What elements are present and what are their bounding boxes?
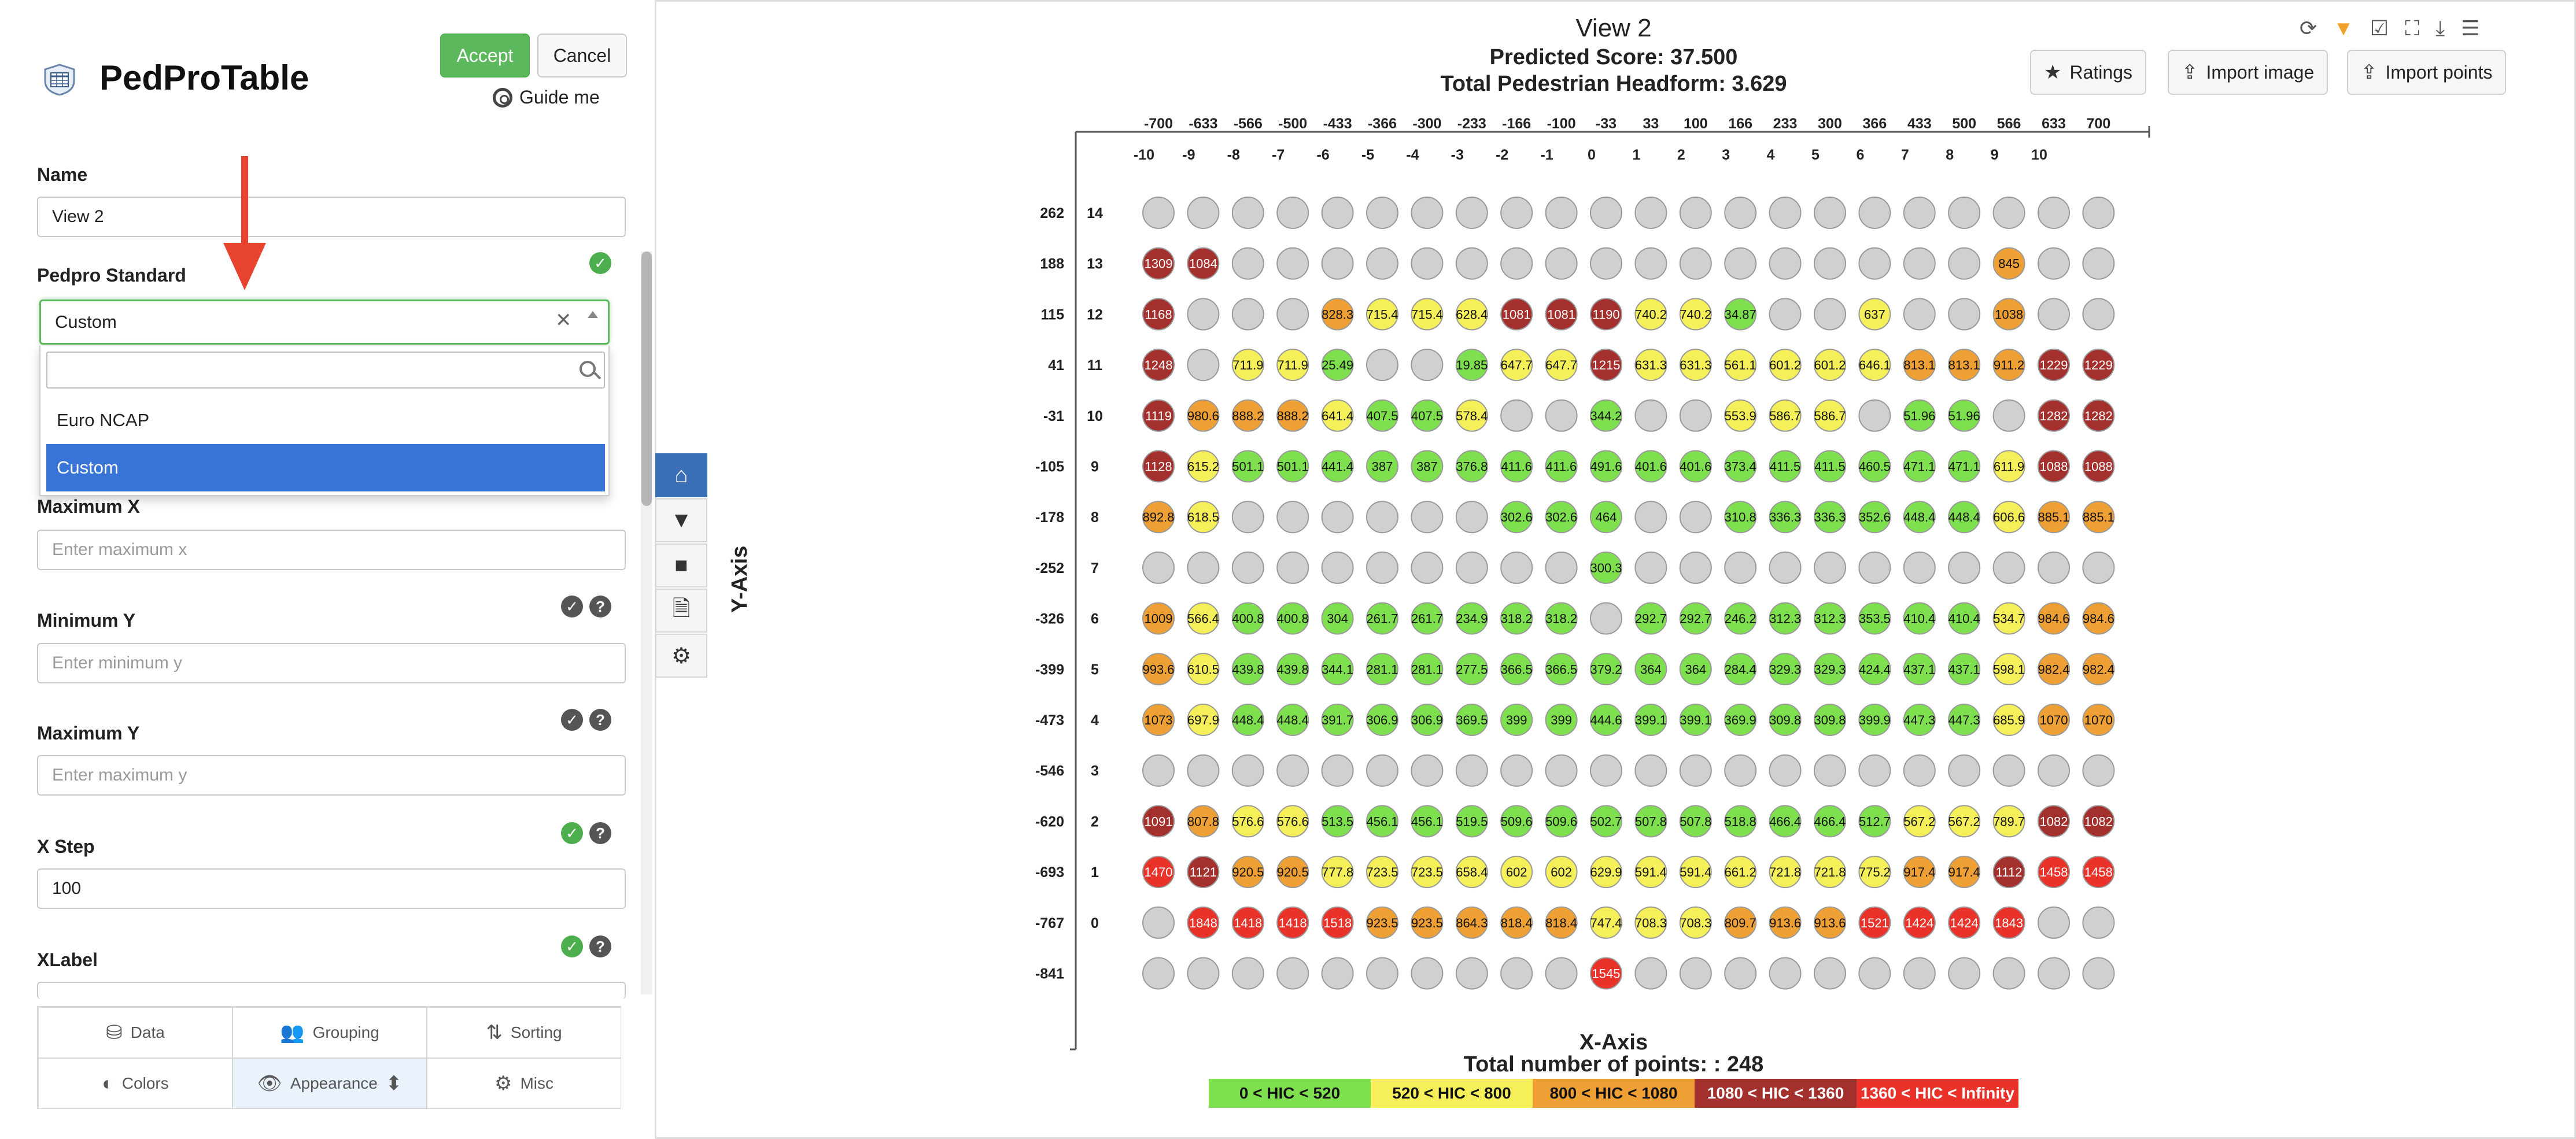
gear-icon: ⚙ [671, 644, 692, 668]
help-icon[interactable]: ? [589, 822, 611, 844]
tab-grouping[interactable]: 👥 Grouping [232, 1007, 427, 1058]
help-icon[interactable]: ? [589, 709, 611, 731]
square-button[interactable]: ■ [655, 543, 707, 587]
predicted-score: Predicted Score: 37.500 [1489, 45, 1738, 69]
import-image-label: Import image [2206, 61, 2315, 83]
y-axis-title: Y-Axis [728, 545, 752, 613]
maximum-x-input[interactable]: Enter maximum x [37, 530, 626, 570]
help-icon[interactable]: ? [589, 596, 611, 617]
home-icon: ⌂ [674, 463, 688, 487]
sort-icon: ⇅ [486, 1022, 503, 1044]
top-icon-bar: ⟳ ▼ ☑ ⛶ ⤓ ☰ [2300, 16, 2480, 41]
tab-misc-label: Misc [520, 1074, 554, 1092]
import-points-label: Import points [2385, 61, 2493, 83]
check-icon: ✓ [561, 935, 583, 957]
legend-item: 0 < HIC < 520 [1209, 1079, 1371, 1108]
upload-icon: ⇪ [2361, 61, 2378, 83]
square-icon: ■ [674, 553, 688, 578]
refresh-icon[interactable]: ⟳ [2300, 16, 2317, 40]
tab-colors[interactable]: ◐ Colors [38, 1058, 232, 1109]
clear-selection-icon[interactable]: ✕ [555, 309, 572, 331]
caret-up-icon[interactable] [588, 311, 598, 318]
help-icon[interactable]: ? [589, 935, 611, 957]
filter-icon: ▼ [670, 508, 692, 532]
maximum-y-label: Maximum Y [37, 723, 140, 744]
headform-total: Total Pedestrian Headform: 3.629 [1440, 72, 1787, 96]
settings-button[interactable]: ⚙ [655, 634, 707, 678]
name-input[interactable]: View 2 [37, 197, 626, 237]
xlabel-input[interactable] [37, 982, 626, 999]
lifebuoy-icon [493, 87, 512, 108]
tab-colors-label: Colors [121, 1074, 169, 1092]
x-step-input[interactable]: 100 [37, 868, 626, 909]
dropdown-option-custom[interactable]: Custom [46, 444, 605, 491]
home-button[interactable]: ⌂ [655, 453, 707, 497]
pedpro-standard-label: Pedpro Standard [37, 265, 186, 286]
check-icon: ✓ [589, 252, 611, 274]
check-icon: ✓ [561, 709, 583, 731]
database-icon: ⛁ [106, 1022, 123, 1044]
dropdown-option-euro-ncap[interactable]: Euro NCAP [57, 410, 150, 430]
accept-button[interactable]: Accept [440, 34, 530, 77]
download-icon[interactable]: ⤓ [2435, 16, 2445, 40]
red-arrow-annotation [223, 156, 266, 290]
left-panel: PedProTable Accept Cancel Guide me Name … [0, 0, 656, 1139]
maximum-y-input[interactable]: Enter maximum y [37, 755, 626, 796]
view-title: View 2 [1575, 14, 1652, 42]
table-logo-icon [44, 64, 75, 96]
name-label: Name [37, 164, 88, 185]
checkbox-icon[interactable]: ☑ [2370, 16, 2389, 40]
tab-sorting-label: Sorting [510, 1023, 562, 1041]
eye-icon: 👁 [257, 1073, 282, 1094]
filter-icon[interactable]: ▼ [2333, 16, 2354, 40]
tab-misc[interactable]: ⚙ Misc [427, 1058, 621, 1109]
maximum-x-label: Maximum X [37, 496, 140, 517]
guide-me-link[interactable]: Guide me [493, 87, 600, 108]
import-points-button[interactable]: ⇪ Import points [2347, 50, 2507, 95]
guide-me-label: Guide me [519, 87, 600, 108]
menu-icon[interactable]: ☰ [2461, 16, 2480, 40]
check-icon: ✓ [561, 822, 583, 844]
tab-grouping-label: Grouping [312, 1023, 379, 1041]
pedpro-dropdown: Euro NCAP Custom [39, 346, 610, 496]
filter-button[interactable]: ▼ [655, 498, 707, 542]
total-points: Total number of points: : 248 [1463, 1052, 1764, 1077]
legend-item: 1080 < HIC < 1360 [1695, 1079, 1857, 1108]
dropdown-search-input[interactable] [46, 352, 605, 389]
xlabel-label: XLabel [37, 949, 98, 970]
upload-icon: ⇪ [2182, 61, 2198, 83]
contrast-icon: ◐ [102, 1072, 114, 1094]
ratings-label: Ratings [2069, 61, 2132, 83]
tab-appearance[interactable]: 👁 Appearance ⬍ [232, 1058, 427, 1109]
tab-appearance-label: Appearance [290, 1074, 378, 1092]
check-icon: ✓ [561, 596, 583, 617]
pedpro-standard-select[interactable]: Custom [39, 299, 610, 345]
x-step-label: X Step [37, 836, 95, 857]
settings-tabs: ⛁ Data 👥 Grouping ⇅ Sorting ◐ Colors 👁 A… [37, 1006, 621, 1109]
document-icon: 🗎 [672, 596, 691, 621]
document-button[interactable]: 🗎 [655, 589, 707, 633]
legend-item: 1360 < HIC < Infinity [1857, 1079, 2018, 1108]
search-icon [580, 361, 596, 377]
x-axis-title: X-Axis [1579, 1030, 1648, 1055]
scrollbar-thumb[interactable] [641, 252, 652, 506]
import-image-button[interactable]: ⇪ Import image [2168, 50, 2328, 95]
cancel-button[interactable]: Cancel [537, 34, 627, 77]
legend: 0 < HIC < 520 520 < HIC < 800 800 < HIC < … [1209, 1079, 2018, 1108]
ratings-button[interactable]: ★ Ratings [2030, 50, 2146, 95]
star-icon: ★ [2044, 61, 2062, 83]
tab-sorting[interactable]: ⇅ Sorting [427, 1007, 621, 1058]
legend-item: 520 < HIC < 800 [1371, 1079, 1533, 1108]
minimum-y-label: Minimum Y [37, 610, 136, 631]
sort-arrows-icon: ⬍ [385, 1073, 403, 1094]
app-title: PedProTable [99, 58, 309, 97]
fullscreen-icon[interactable]: ⛶ [2405, 16, 2420, 40]
gear-icon: ⚙ [494, 1073, 512, 1094]
minimum-y-input[interactable]: Enter minimum y [37, 643, 626, 683]
tab-data-label: Data [130, 1023, 165, 1041]
users-icon: 👥 [280, 1022, 305, 1044]
tab-data[interactable]: ⛁ Data [38, 1007, 232, 1058]
legend-item: 800 < HIC < 1080 [1533, 1079, 1695, 1108]
